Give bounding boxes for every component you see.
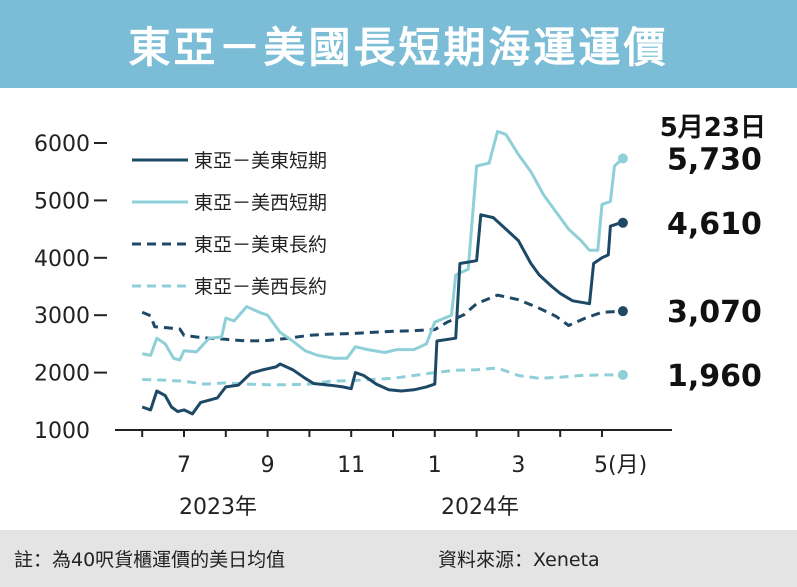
legend-label: 東亞－美西短期	[194, 192, 327, 214]
series-end-dot	[617, 153, 628, 164]
legend-label: 東亞－美東長約	[194, 234, 327, 256]
x-axis-ticks: 7 9 11 1 3 5(月)	[141, 430, 647, 478]
title-bar: 東亞－美國長短期海運運價	[0, 0, 797, 88]
series-end-dot	[617, 369, 628, 380]
x-tick-label: 3	[511, 453, 525, 478]
legend-label: 東亞－美東短期	[194, 150, 327, 172]
x-tick-label: 7	[177, 453, 191, 478]
series-end-dot	[617, 306, 628, 317]
end-value-label: 3,070	[667, 295, 762, 330]
year-labels: 2023年 2024年	[179, 495, 519, 520]
series-end-dot	[617, 217, 628, 228]
y-tick-label: 2000	[34, 362, 90, 387]
y-tick-label: 3000	[34, 304, 90, 329]
x-tick-label: 11	[337, 453, 365, 478]
chart-title: 東亞－美國長短期海運運價	[128, 22, 669, 72]
x-tick-label: 5(月)	[594, 453, 647, 478]
series-line	[141, 293, 623, 343]
series-line	[141, 213, 624, 416]
y-tick-label: 6000	[34, 132, 90, 157]
year-label: 2024年	[441, 495, 519, 520]
footer: 註：為40呎貨櫃運價的美日均值 資料來源：Xeneta	[0, 530, 797, 587]
y-tick-label: 4000	[34, 247, 90, 272]
end-value-label: 1,960	[667, 359, 762, 394]
y-tick-label: 5000	[34, 189, 90, 214]
end-labels: 4,610 5,730 3,070 1,960	[667, 142, 762, 393]
series-lines	[141, 130, 628, 416]
date-label: 5月23日	[660, 113, 766, 143]
y-axis-ticks: 6000 5000 4000 3000 2000 1000	[34, 132, 107, 444]
year-label: 2023年	[179, 495, 257, 520]
footnote: 註：為40呎貨櫃運價的美日均值	[14, 549, 286, 571]
end-value-label: 4,610	[667, 207, 762, 242]
series-line	[142, 366, 623, 387]
x-tick-label: 9	[261, 453, 275, 478]
end-value-label: 5,730	[667, 142, 762, 177]
x-tick-label: 1	[428, 453, 442, 478]
series-line	[141, 130, 624, 362]
source-credit: 資料來源：Xeneta	[438, 549, 600, 571]
legend-label: 東亞－美西長約	[194, 276, 327, 298]
y-tick-label: 1000	[34, 419, 90, 444]
